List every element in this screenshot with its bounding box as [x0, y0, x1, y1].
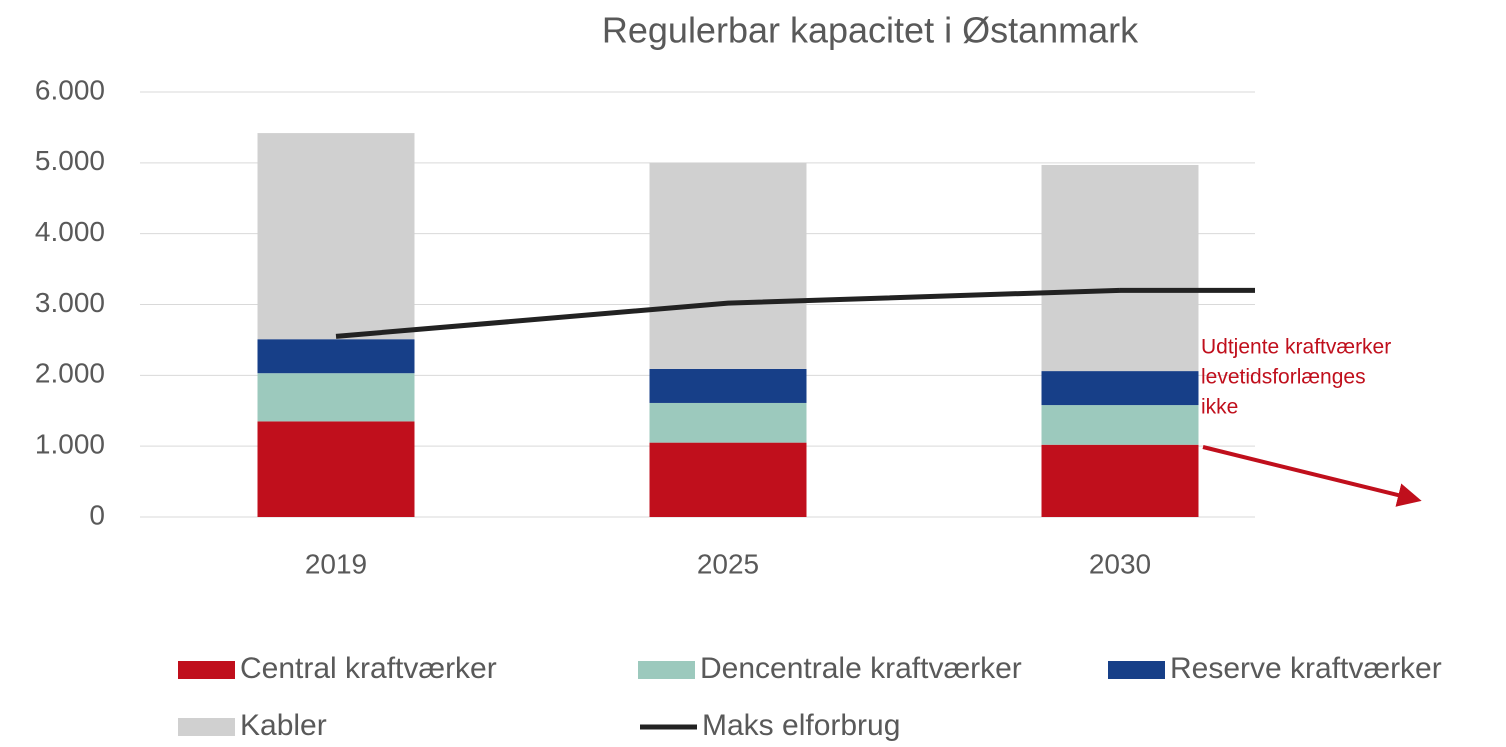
y-tick-label: 5.000 [35, 145, 105, 176]
legend-label: Central kraftværker [240, 652, 497, 685]
bar [649, 442, 807, 517]
annotation: levetidsforlænges [1201, 366, 1366, 389]
y-tick-label: 6.000 [35, 74, 105, 105]
legend-label: Maks elforbrug [702, 709, 900, 742]
y-tick-label: 4.000 [35, 216, 105, 247]
y-tick-label: 2.000 [35, 358, 105, 389]
legend-swatch [1108, 661, 1165, 679]
line [335, 287, 1121, 339]
bar [1041, 164, 1199, 372]
annotation: Udtjente kraftværker [1201, 336, 1391, 359]
y-tick-label: 1.000 [35, 429, 105, 460]
x-tick-label: 2030 [1089, 548, 1151, 579]
chart-title: Regulerbar kapacitet i Østanmark [602, 10, 1139, 51]
legend-swatch [178, 661, 235, 679]
legend-swatch [178, 718, 235, 736]
bar [1041, 371, 1199, 406]
bar [649, 402, 807, 443]
annotation: ikke [1201, 396, 1238, 419]
bar [257, 339, 415, 374]
bar [257, 373, 415, 422]
y-tick-label: 0 [89, 499, 105, 530]
bar [1041, 405, 1199, 445]
x-tick-label: 2025 [697, 548, 759, 579]
bar [649, 368, 807, 403]
bar [649, 162, 807, 369]
legend-label: Dencentrale kraftværker [700, 652, 1022, 685]
legend-label: Reserve kraftværker [1170, 652, 1442, 685]
annotation-arrow [1202, 445, 1422, 507]
legend-label: Kabler [240, 709, 327, 742]
bar [257, 421, 415, 517]
y-tick-label: 3.000 [35, 287, 105, 318]
legend-swatch [638, 661, 695, 679]
bar [257, 133, 415, 340]
x-tick-label: 2019 [305, 548, 367, 579]
bar [1041, 444, 1199, 517]
